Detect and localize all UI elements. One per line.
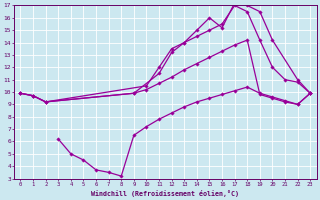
X-axis label: Windchill (Refroidissement éolien,°C): Windchill (Refroidissement éolien,°C) [91, 190, 239, 197]
